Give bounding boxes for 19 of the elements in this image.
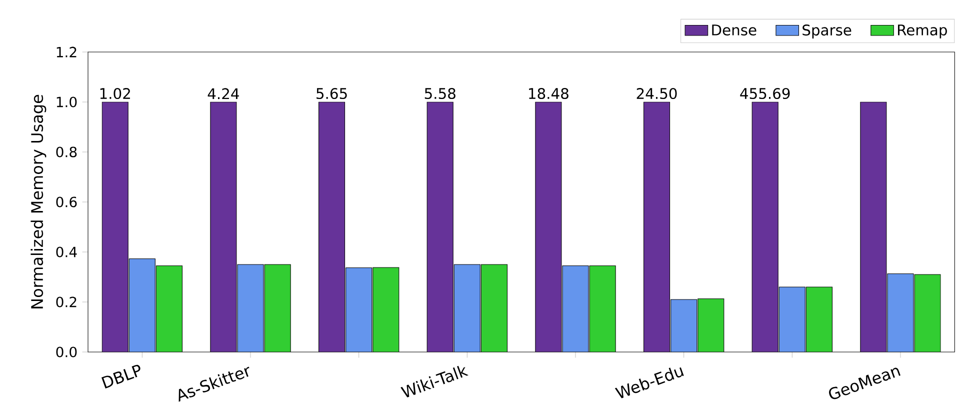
- y-tick-label: 0.4: [56, 246, 77, 258]
- annotation: 455.69: [740, 88, 790, 100]
- annotation: 1.02: [100, 88, 130, 100]
- x-tick-label: DBLP: [101, 364, 140, 388]
- annotation: 18.48: [529, 88, 568, 100]
- y-tick-label: 0.8: [56, 146, 77, 158]
- y-tick-label: 0.6: [56, 196, 77, 208]
- y-tick-label: 0.0: [56, 346, 77, 358]
- legend-label: Sparse: [802, 24, 852, 38]
- annotation: 5.58: [424, 88, 456, 100]
- annotation: 24.50: [636, 88, 677, 100]
- legend-label: Remap: [898, 24, 947, 38]
- y-tick-label: 1.0: [56, 96, 77, 108]
- y-tick-label: 1.2: [56, 46, 76, 58]
- legend-label: Dense: [712, 24, 756, 36]
- annotation: 4.24: [208, 88, 239, 100]
- y-axis-title: Normalized Memory Usage: [30, 94, 46, 308]
- y-tick-label: 0.2: [56, 296, 76, 308]
- annotation: 5.65: [316, 88, 347, 100]
